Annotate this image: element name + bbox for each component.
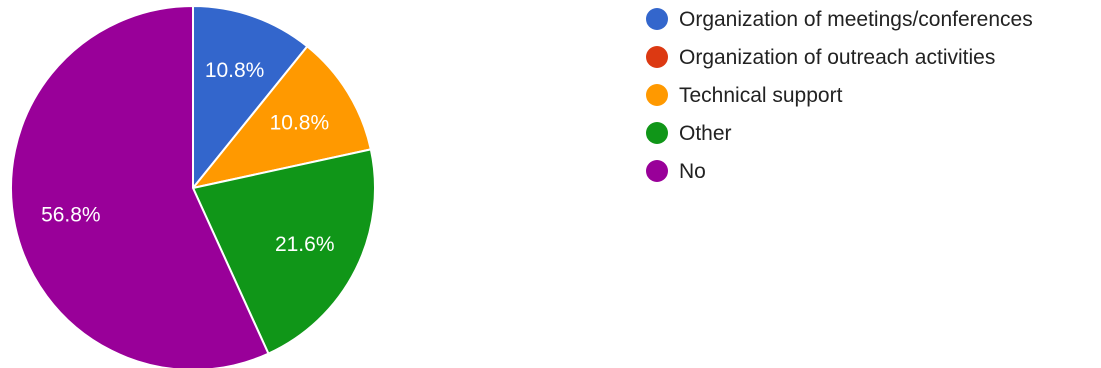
pie-slices (10, 5, 376, 368)
legend-item-0[interactable]: Organization of meetings/conferences (646, 8, 1033, 31)
pie-slice-0[interactable] (192, 5, 309, 189)
slice-label-2: 10.8% (270, 111, 330, 134)
legend-label-0: Organization of meetings/conferences (679, 8, 1033, 31)
pie-slice-4[interactable] (10, 5, 270, 368)
legend-item-3[interactable]: Other (646, 122, 732, 145)
legend-item-1[interactable]: Organization of outreach activities (646, 46, 995, 69)
slice-label-4: 56.8% (41, 204, 101, 227)
legend: Organization of meetings/conferences Orga… (646, 8, 1033, 183)
slice-label-0: 10.8% (205, 59, 265, 82)
legend-label-3: Other (679, 122, 732, 145)
slice-label-3: 21.6% (275, 233, 335, 256)
legend-label-1: Organization of outreach activities (679, 46, 995, 69)
legend-item-4[interactable]: No (646, 160, 706, 183)
legend-marker-2 (646, 84, 668, 106)
legend-marker-0 (646, 8, 668, 30)
legend-label-2: Technical support (679, 84, 843, 107)
pie-slice-2[interactable] (192, 45, 372, 189)
pie-slice-labels: 10.8% 10.8% 21.6% 56.8% (41, 59, 334, 256)
legend-marker-1 (646, 46, 668, 68)
legend-marker-3 (646, 122, 668, 144)
legend-marker-4 (646, 160, 668, 182)
pie-slice-3[interactable] (192, 148, 376, 355)
legend-item-2[interactable]: Technical support (646, 84, 843, 107)
legend-label-4: No (679, 160, 706, 183)
